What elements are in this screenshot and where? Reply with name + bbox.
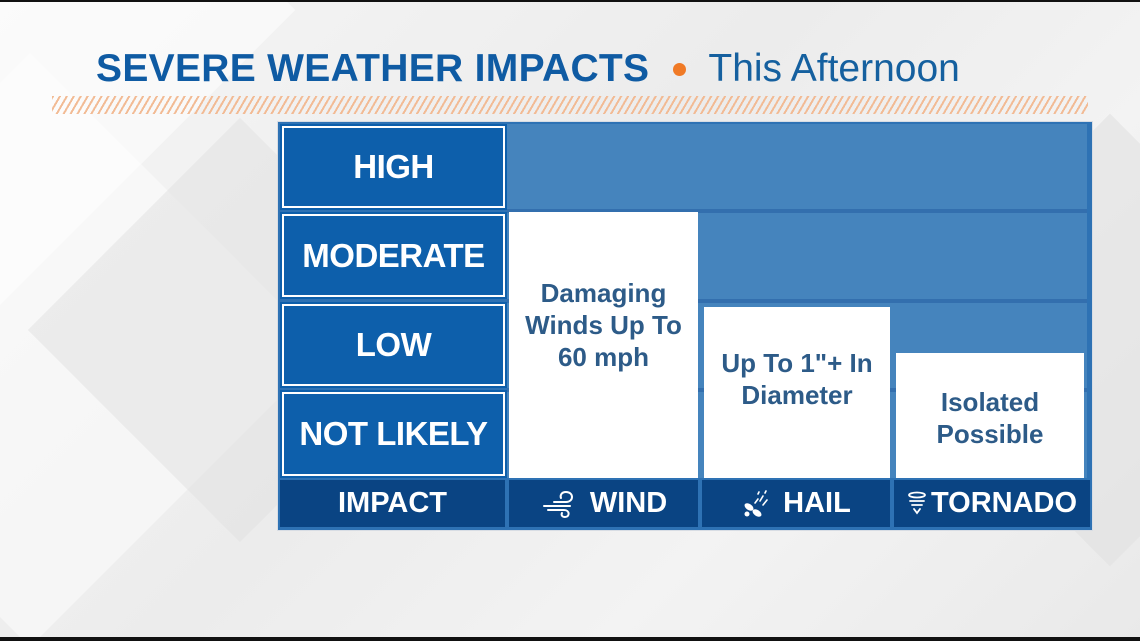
category-hail-label: HAIL [783,487,851,519]
tornado-icon [908,491,926,514]
gridline [507,299,1087,303]
title-main: SEVERE WEATHER IMPACTS [96,47,650,90]
bar-hail-line: Up To 1"+ In [721,347,873,378]
bar-wind-line: Damaging [540,278,667,308]
category-hail: HAIL [702,480,890,527]
category-wind: WIND [509,480,698,527]
bar-wind-line: Winds Up To [525,310,682,340]
gridline [507,209,1087,213]
category-tornado-label: TORNADO [930,487,1078,519]
level-not-likely: NOT LIKELY [280,390,507,478]
orange-hatch-divider [52,96,1088,114]
axis-label-text: IMPACT [337,487,447,519]
axis-label-impact: IMPACT [280,480,505,527]
bullet-dot-icon [673,62,687,76]
bar-wind-line: 60 mph [557,342,649,372]
impact-chart: HIGH MODERATE LOW NOT LIKELY Damaging Wi… [278,122,1092,530]
column-separator [505,480,509,527]
hail-icon [744,489,768,517]
title-subtitle: This Afternoon [708,47,960,90]
wind-icon [542,490,573,518]
level-low: LOW [280,302,507,388]
column-separator [698,480,702,527]
level-moderate: MODERATE [280,212,507,299]
impact-axis: IMPACT WIND [280,480,1090,527]
bar-tornado-line: Possible [936,418,1044,449]
category-wind-label: WIND [589,487,668,519]
bar-tornado-line: Isolated [940,386,1040,417]
bar-hail-line: Diameter [741,379,853,410]
column-separator [890,480,894,527]
top-border [0,0,1140,2]
bar-wind: Damaging Winds Up To 60 mph [509,212,698,478]
bar-hail: Up To 1"+ In Diameter [704,307,890,478]
bar-tornado: Isolated Possible [896,353,1084,478]
page-title: SEVERE WEATHER IMPACTS This Afternoon [96,44,960,94]
level-high: HIGH [280,124,507,210]
category-tornado: TORNADO [894,480,1090,527]
bottom-border [0,637,1140,641]
